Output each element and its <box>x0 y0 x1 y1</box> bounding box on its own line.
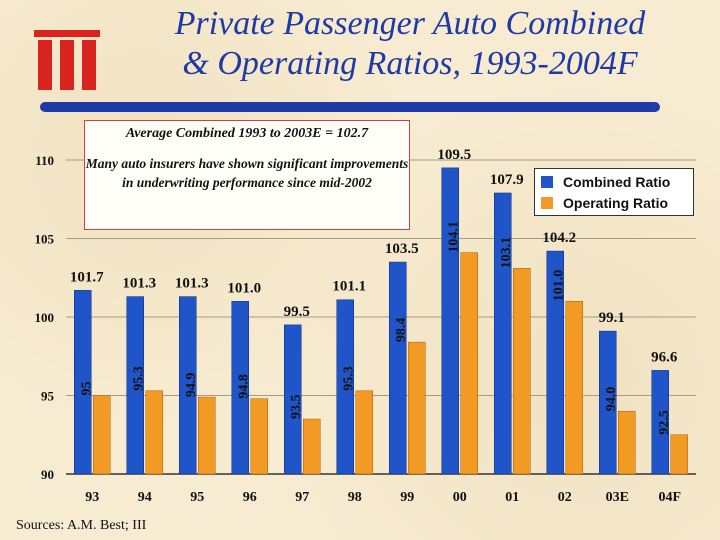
combined-bar <box>599 330 617 475</box>
chart-legend: Combined Ratio Operating Ratio <box>534 168 694 216</box>
operating-value-label: 98.4 <box>394 318 409 343</box>
operating-bar <box>565 301 583 475</box>
y-tick-label: 110 <box>35 153 54 168</box>
y-tick-label: 105 <box>35 232 55 247</box>
combined-bar <box>179 296 197 475</box>
operating-value-label: 93.5 <box>289 395 304 420</box>
x-tick-label: 00 <box>453 490 467 505</box>
combined-value-label: 107.9 <box>490 172 524 188</box>
combined-bar <box>336 299 354 475</box>
combined-bar <box>126 296 144 475</box>
combined-bar <box>546 250 564 475</box>
legend-item-operating: Operating Ratio <box>541 193 668 213</box>
operating-bar <box>250 398 268 475</box>
combined-bar <box>231 301 249 475</box>
x-tick-label: 02 <box>558 490 572 505</box>
legend-swatch-operating <box>541 197 553 209</box>
operating-bar <box>670 434 688 475</box>
legend-label-operating: Operating Ratio <box>563 195 669 211</box>
operating-bar <box>198 396 216 475</box>
page-title: Private Passenger Auto Combined & Operat… <box>120 4 700 84</box>
operating-value-label: 94.8 <box>237 374 252 399</box>
x-tick-label: 03E <box>606 490 629 505</box>
operating-value-label: 104.1 <box>447 221 462 253</box>
operating-value-label: 94.0 <box>604 387 619 412</box>
iii-logo <box>34 30 100 90</box>
y-tick-label: 95 <box>41 389 55 404</box>
operating-bar <box>513 268 531 475</box>
combined-bar <box>651 370 669 475</box>
operating-bar <box>145 390 163 475</box>
operating-bar <box>460 252 478 475</box>
x-tick-label: 97 <box>295 490 309 505</box>
average-combined-note: Average Combined 1993 to 2003E = 102.7 <box>125 126 369 141</box>
y-tick-label: 100 <box>35 310 55 325</box>
annotation-box: Average Combined 1993 to 2003E = 102.7 M… <box>84 120 410 230</box>
combined-value-label: 99.5 <box>284 304 310 320</box>
operating-bar <box>618 410 636 475</box>
legend-label-combined: Combined Ratio <box>563 174 671 190</box>
x-tick-label: 93 <box>85 490 99 505</box>
operating-value-label: 101.0 <box>552 270 567 302</box>
title-divider <box>40 102 660 112</box>
x-tick-label: 01 <box>505 490 519 505</box>
x-tick-label: 98 <box>348 490 362 505</box>
improvement-note: Many auto insurers have shown significan… <box>85 156 409 190</box>
combined-bar <box>389 261 407 475</box>
operating-bar <box>355 390 373 475</box>
combined-value-label: 109.5 <box>437 147 471 163</box>
combined-bar <box>441 167 459 475</box>
operating-bar <box>408 341 426 475</box>
operating-value-label: 95 <box>79 382 94 396</box>
combined-value-label: 101.7 <box>70 269 104 285</box>
combined-value-label: 99.1 <box>599 310 625 326</box>
operating-value-label: 94.9 <box>184 373 199 398</box>
title-line-2: & Operating Ratios, 1993-2004F <box>182 45 638 82</box>
combined-value-label: 101.3 <box>175 276 209 292</box>
combined-value-label: 101.0 <box>227 280 261 296</box>
combined-value-label: 96.6 <box>651 349 678 365</box>
combined-value-label: 104.2 <box>542 230 576 246</box>
title-line-1: Private Passenger Auto Combined <box>174 5 646 42</box>
x-tick-label: 04F <box>658 490 681 505</box>
operating-bar <box>303 418 321 475</box>
operating-value-label: 92.5 <box>657 410 672 435</box>
x-tick-label: 95 <box>190 490 204 505</box>
combined-value-label: 101.3 <box>122 276 156 292</box>
operating-value-label: 103.1 <box>499 237 514 269</box>
operating-value-label: 95.3 <box>342 366 357 391</box>
combined-bar <box>74 290 92 475</box>
combined-value-label: 103.5 <box>385 241 419 257</box>
x-tick-label: 94 <box>138 490 152 505</box>
legend-item-combined: Combined Ratio <box>541 172 670 192</box>
operating-bar <box>93 395 111 475</box>
combined-bar <box>494 192 512 475</box>
combined-value-label: 101.1 <box>332 279 366 295</box>
operating-value-label: 95.3 <box>132 366 147 391</box>
combined-bar <box>284 324 302 475</box>
x-tick-label: 96 <box>243 490 257 505</box>
y-tick-label: 90 <box>41 467 54 482</box>
legend-swatch-combined <box>541 176 553 188</box>
source-note: Sources: A.M. Best; III <box>16 518 147 533</box>
x-tick-label: 99 <box>400 490 414 505</box>
